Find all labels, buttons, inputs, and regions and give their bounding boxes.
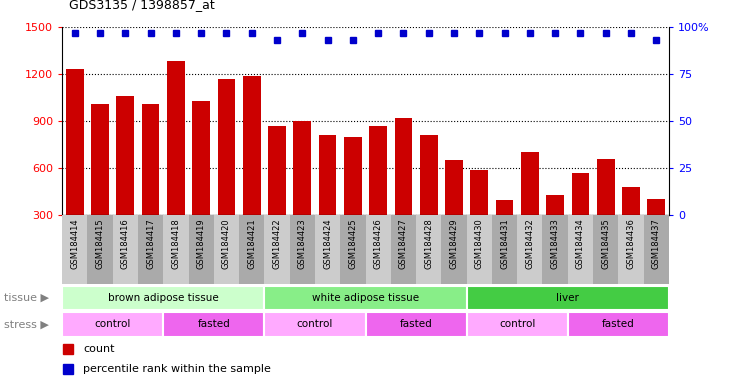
Text: GSM184434: GSM184434 [576, 218, 585, 269]
Bar [265, 313, 366, 336]
Bar [62, 215, 88, 284]
Bar [496, 200, 513, 262]
Text: GSM184427: GSM184427 [399, 218, 408, 269]
Bar [521, 152, 539, 262]
Bar [213, 215, 239, 284]
Text: percentile rank within the sample: percentile rank within the sample [83, 364, 271, 374]
Bar [366, 215, 391, 284]
Text: GSM184415: GSM184415 [96, 218, 105, 269]
Bar [142, 104, 159, 262]
Bar [167, 61, 185, 262]
Text: GSM184417: GSM184417 [146, 218, 155, 269]
Text: GSM184414: GSM184414 [70, 218, 79, 269]
Bar [618, 215, 643, 284]
Text: GSM184421: GSM184421 [247, 218, 257, 269]
Text: GSM184423: GSM184423 [298, 218, 307, 269]
Text: GSM184426: GSM184426 [374, 218, 382, 269]
Text: GSM184432: GSM184432 [526, 218, 534, 269]
Bar [243, 76, 260, 262]
Text: GSM184431: GSM184431 [500, 218, 509, 269]
Bar [546, 195, 564, 262]
Text: control: control [297, 319, 333, 329]
Bar [62, 286, 265, 310]
Bar [445, 160, 463, 262]
Bar [518, 215, 542, 284]
Text: GSM184419: GSM184419 [197, 218, 205, 269]
Text: GSM184416: GSM184416 [121, 218, 130, 269]
Text: fasted: fasted [602, 319, 635, 329]
Text: control: control [499, 319, 535, 329]
Bar [596, 159, 615, 262]
Bar [113, 215, 138, 284]
Text: white adipose tissue: white adipose tissue [312, 293, 419, 303]
Bar [344, 137, 362, 262]
Bar [265, 215, 289, 284]
Bar [189, 215, 213, 284]
Text: GSM184428: GSM184428 [424, 218, 433, 269]
Bar [466, 313, 568, 336]
Bar [340, 215, 366, 284]
Bar [420, 135, 438, 262]
Text: fasted: fasted [400, 319, 433, 329]
Bar [369, 126, 387, 262]
Bar [116, 96, 135, 262]
Bar [163, 215, 189, 284]
Bar [542, 215, 568, 284]
Bar [442, 215, 466, 284]
Bar [163, 313, 265, 336]
Bar [572, 173, 589, 262]
Bar [62, 313, 163, 336]
Bar [268, 126, 286, 262]
Bar [91, 104, 109, 262]
Bar [466, 215, 492, 284]
Bar [466, 286, 669, 310]
Bar [492, 215, 518, 284]
Text: stress ▶: stress ▶ [4, 319, 48, 329]
Bar [239, 215, 265, 284]
Bar [366, 313, 466, 336]
Bar [568, 215, 593, 284]
Text: liver: liver [556, 293, 579, 303]
Text: brown adipose tissue: brown adipose tissue [108, 293, 219, 303]
Text: GSM184437: GSM184437 [652, 218, 661, 269]
Bar [138, 215, 163, 284]
Text: fasted: fasted [197, 319, 230, 329]
Text: GSM184418: GSM184418 [171, 218, 181, 269]
Text: GDS3135 / 1398857_at: GDS3135 / 1398857_at [69, 0, 215, 12]
Bar [648, 199, 665, 262]
Bar [395, 118, 412, 262]
Bar [265, 286, 466, 310]
Text: GSM184420: GSM184420 [222, 218, 231, 269]
Text: GSM184424: GSM184424 [323, 218, 332, 269]
Bar [192, 101, 210, 262]
Bar [218, 79, 235, 262]
Text: tissue ▶: tissue ▶ [4, 293, 49, 303]
Text: GSM184433: GSM184433 [550, 218, 560, 269]
Bar [319, 135, 336, 262]
Bar [622, 187, 640, 262]
Bar [416, 215, 442, 284]
Bar [315, 215, 340, 284]
Text: GSM184436: GSM184436 [626, 218, 635, 269]
Text: count: count [83, 344, 115, 354]
Bar [289, 215, 315, 284]
Text: GSM184430: GSM184430 [474, 218, 484, 269]
Text: GSM184429: GSM184429 [450, 218, 458, 269]
Bar [66, 69, 83, 262]
Bar [593, 215, 618, 284]
Bar [471, 170, 488, 262]
Text: GSM184435: GSM184435 [601, 218, 610, 269]
Bar [568, 313, 669, 336]
Text: GSM184425: GSM184425 [349, 218, 357, 269]
Bar [293, 121, 311, 262]
Bar [88, 215, 113, 284]
Bar [391, 215, 416, 284]
Text: GSM184422: GSM184422 [273, 218, 281, 269]
Text: control: control [94, 319, 131, 329]
Bar [643, 215, 669, 284]
